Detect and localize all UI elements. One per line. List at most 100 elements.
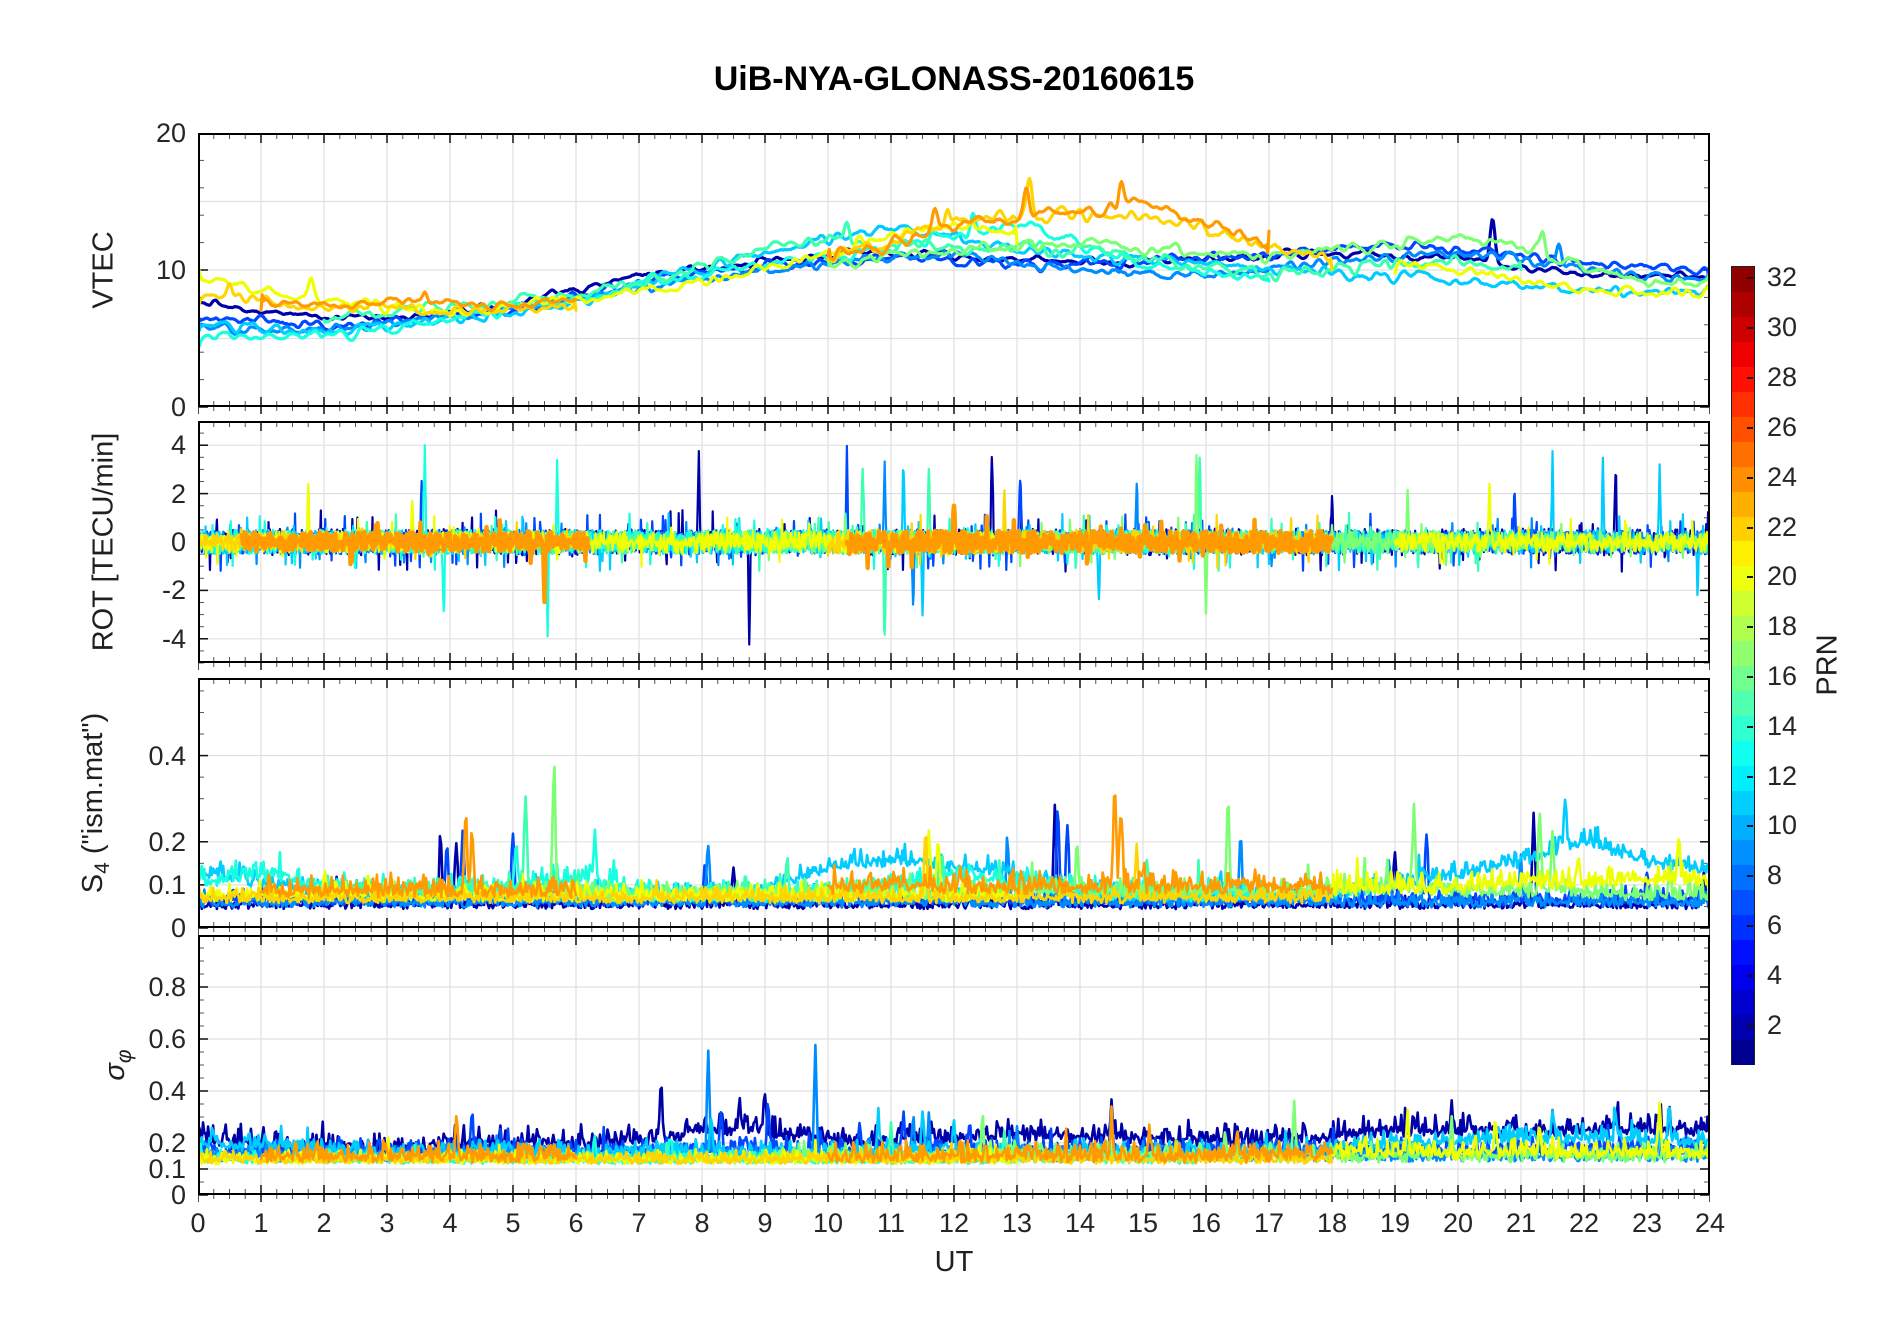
colorbar-tick: [1747, 377, 1753, 380]
colorbar-segment: [1732, 441, 1754, 467]
x-tick-label: 2: [316, 1208, 332, 1238]
colorbar-tick: [1747, 875, 1753, 878]
colorbar-tick-label: 22: [1767, 511, 1798, 542]
y-tick-label: 4: [170, 430, 186, 461]
colorbar-segment: [1732, 341, 1754, 368]
colorbar-segment: [1732, 690, 1754, 716]
y-tick-label: 0.8: [148, 972, 186, 1002]
y-tick-label: 10: [155, 255, 186, 285]
x-tick-label: 24: [1694, 1208, 1726, 1238]
x-tick-label: 17: [1253, 1208, 1285, 1238]
colorbar-tick: [1747, 974, 1753, 977]
colorbar-tick-label: 6: [1767, 910, 1783, 941]
sigma-phi-panel: [198, 935, 1710, 1205]
colorbar-tick-label: 28: [1767, 362, 1798, 393]
colorbar-tick: [1747, 277, 1753, 280]
y-tick-label: -4: [161, 623, 186, 654]
y-tick-label: 0.6: [148, 1024, 186, 1054]
x-tick-label: 19: [1379, 1208, 1411, 1238]
y-tick-label: 0: [170, 392, 186, 422]
colorbar-segment: [1732, 366, 1754, 393]
colorbar-segment: [1732, 939, 1754, 965]
x-tick-label: 8: [694, 1208, 710, 1238]
colorbar-segment: [1732, 914, 1754, 940]
colorbar-segment: [1732, 491, 1754, 517]
colorbar-segment: [1732, 1014, 1754, 1040]
vtec-panel: [198, 133, 1710, 417]
colorbar-tick: [1747, 526, 1753, 529]
colorbar-segment: [1732, 416, 1754, 442]
colorbar-segment: [1732, 889, 1754, 916]
x-tick-label: 1: [253, 1208, 269, 1238]
page-title: UiB-NYA-GLONASS-20160615: [713, 60, 1195, 98]
x-tick-label: 16: [1190, 1208, 1222, 1238]
y-tick-label: 20: [155, 118, 186, 148]
colorbar-tick-label: 24: [1767, 461, 1798, 492]
colorbar-tick: [1747, 576, 1753, 579]
x-tick-label: 3: [379, 1208, 395, 1238]
x-tick-label: 7: [631, 1208, 647, 1238]
s4-panel: [198, 678, 1710, 938]
vtec-plot-canvas: [198, 133, 1710, 417]
x-tick-label: 11: [876, 1208, 906, 1238]
y-tick-label: -2: [161, 575, 186, 606]
y-tick-label: 0: [170, 1180, 186, 1210]
colorbar-tick-label: 12: [1767, 760, 1798, 791]
y-tick-label: 0.2: [148, 826, 186, 857]
colorbar-tick-label: 4: [1767, 959, 1783, 990]
colorbar-segment: [1732, 516, 1754, 542]
colorbar-tick: [1747, 327, 1753, 330]
colorbar-segment: [1732, 839, 1754, 866]
colorbar-tick-label: 26: [1767, 411, 1798, 442]
x-axis-label: UT: [934, 1246, 974, 1278]
x-tick-label: 12: [938, 1208, 970, 1238]
x-tick-label: 4: [442, 1208, 458, 1238]
colorbar-tick: [1747, 775, 1753, 778]
colorbar-segment: [1732, 565, 1754, 592]
colorbar-tick: [1747, 476, 1753, 479]
x-tick-label: 18: [1316, 1208, 1348, 1238]
colorbar-tick: [1747, 426, 1753, 429]
x-tick-label: 0: [190, 1208, 206, 1238]
colorbar-tick-label: 20: [1767, 561, 1798, 592]
colorbar-tick-label: 10: [1767, 810, 1798, 841]
colorbar-tick: [1747, 675, 1753, 678]
x-tick-label: 9: [757, 1208, 773, 1238]
y-tick-label: 0.1: [148, 869, 186, 900]
colorbar-tick: [1747, 626, 1753, 629]
colorbar: [1731, 266, 1755, 1065]
colorbar-segment: [1732, 765, 1754, 791]
colorbar-tick: [1747, 925, 1753, 928]
colorbar-segment: [1732, 864, 1754, 891]
colorbar-tick: [1747, 825, 1753, 828]
rot-panel: [198, 421, 1710, 673]
y-tick-label: 0.4: [148, 1076, 186, 1106]
y-tick-label: 0: [170, 527, 186, 557]
colorbar-segment: [1732, 615, 1754, 642]
y-tick-label: 0.4: [148, 740, 186, 771]
colorbar-tick-label: 16: [1767, 660, 1798, 691]
colorbar-segment: [1732, 466, 1754, 492]
colorbar-segment: [1732, 1039, 1754, 1065]
colorbar-segment: [1732, 740, 1754, 766]
x-tick-label: 5: [505, 1208, 521, 1238]
y-tick-label: 2: [170, 478, 186, 509]
colorbar-segment: [1732, 391, 1754, 417]
colorbar-tick-label: 8: [1767, 860, 1783, 891]
colorbar-segment: [1732, 540, 1754, 567]
colorbar-tick-label: 32: [1767, 262, 1798, 293]
colorbar-segment: [1732, 590, 1754, 617]
x-tick-label: 14: [1064, 1208, 1096, 1238]
s4-plot-canvas: [198, 678, 1710, 938]
rot-plot-canvas: [198, 421, 1710, 673]
x-tick-label: 23: [1631, 1208, 1663, 1238]
colorbar-segment: [1732, 640, 1754, 666]
x-tick-label: 10: [812, 1208, 844, 1238]
colorbar-segment: [1732, 267, 1754, 293]
colorbar-tick-label: 2: [1767, 1009, 1783, 1040]
colorbar-label: PRN: [1811, 633, 1844, 696]
x-tick-label: 21: [1505, 1208, 1537, 1238]
x-tick-label: 22: [1568, 1208, 1600, 1238]
colorbar-segment: [1732, 665, 1754, 691]
